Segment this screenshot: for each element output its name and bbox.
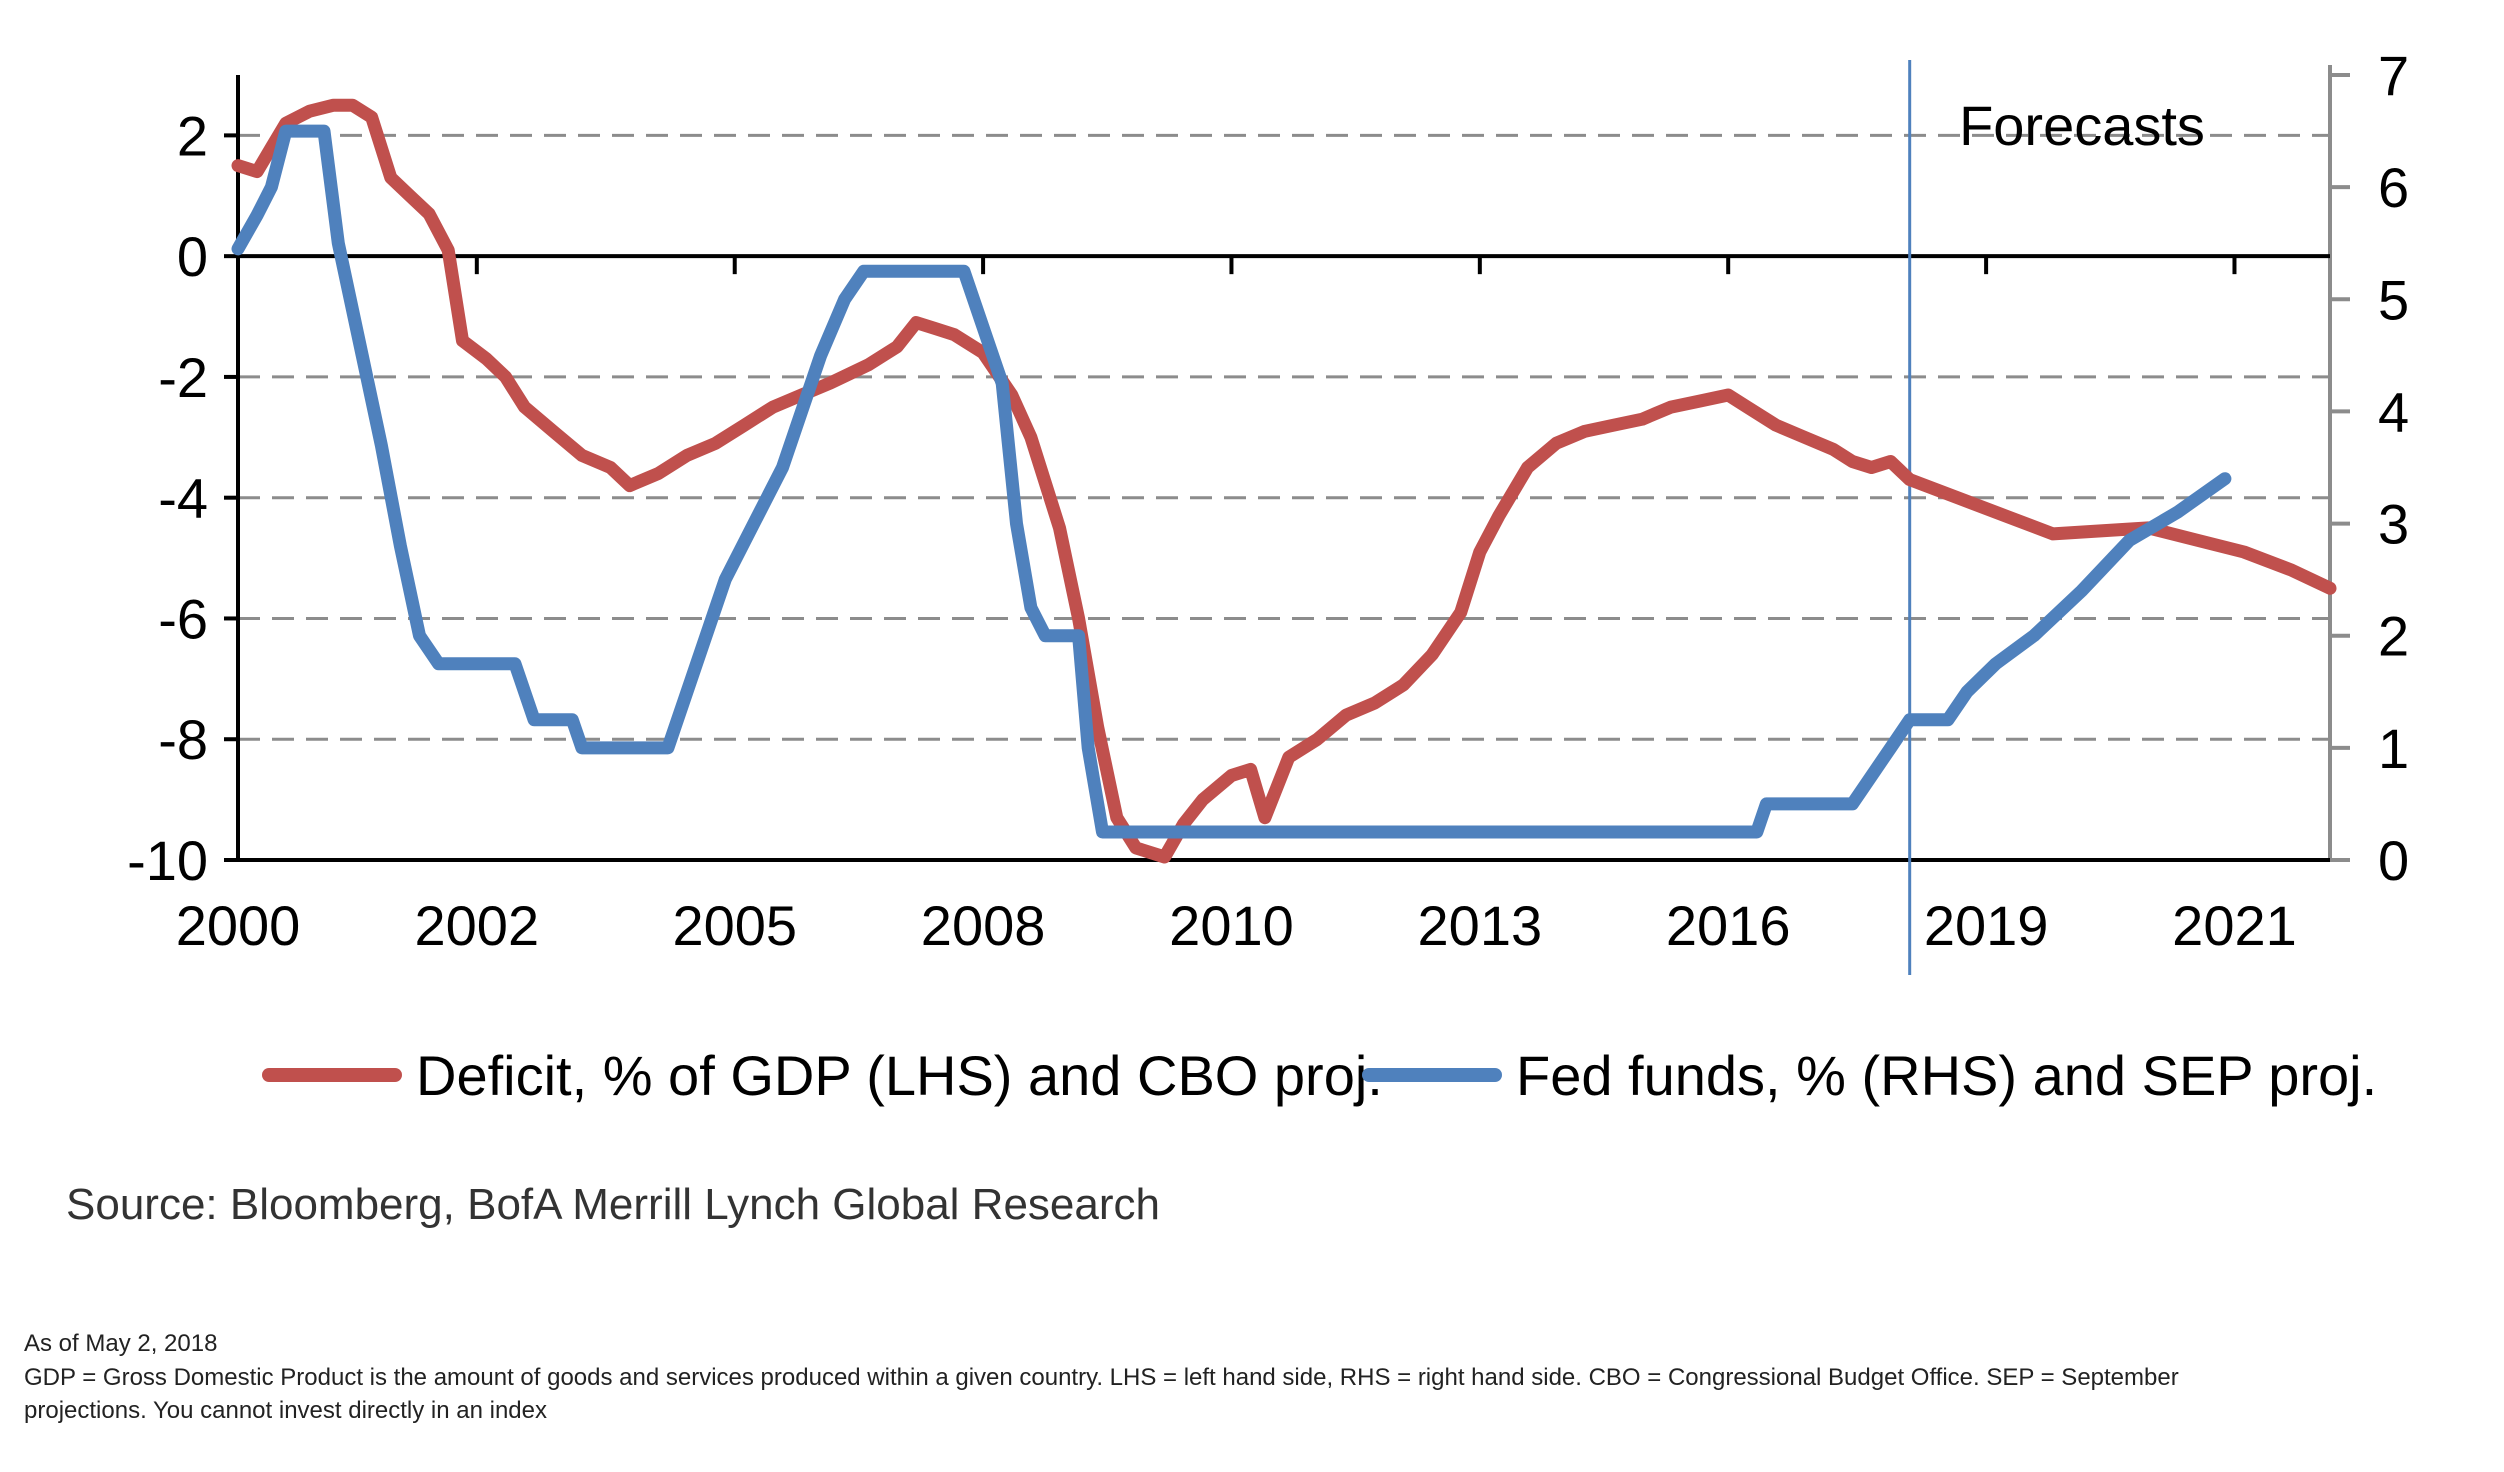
x-tick-label: 2019 xyxy=(1924,894,2049,957)
deficit-series-line xyxy=(231,98,2337,864)
legend-swatch-fed-funds xyxy=(1362,1068,1502,1082)
right-tick-label: 1 xyxy=(2378,717,2409,780)
legend-item-deficit: Deficit, % of GDP (LHS) and CBO proj. xyxy=(262,1030,1383,1120)
right-tick-label: 0 xyxy=(2378,829,2409,892)
right-tick-label: 7 xyxy=(2378,44,2409,107)
legend-item-fed-funds: Fed funds, % (RHS) and SEP proj. xyxy=(1362,1030,2377,1120)
x-tick-label: 2000 xyxy=(176,894,301,957)
x-tick-label: 2008 xyxy=(921,894,1046,957)
left-tick-label: -6 xyxy=(158,587,208,650)
left-tick-label: -4 xyxy=(158,467,208,530)
x-tick-label: 2016 xyxy=(1666,894,1791,957)
footnote-line-1: GDP = Gross Domestic Product is the amou… xyxy=(24,1364,2179,1391)
legend-label-deficit: Deficit, % of GDP (LHS) and CBO proj. xyxy=(416,1043,1383,1107)
left-tick-label: -8 xyxy=(158,708,208,771)
x-tick-label: 2010 xyxy=(1169,894,1294,957)
fed-funds-series-line xyxy=(231,124,2232,839)
legend-swatch-deficit xyxy=(262,1068,402,1082)
legend: Deficit, % of GDP (LHS) and CBO proj. Fe… xyxy=(0,1030,2504,1120)
series-layer xyxy=(231,98,2337,864)
legend-label-fed-funds: Fed funds, % (RHS) and SEP proj. xyxy=(1516,1043,2378,1107)
left-tick-label: 2 xyxy=(177,104,208,167)
right-tick-label: 6 xyxy=(2378,156,2409,219)
left-tick-label: 0 xyxy=(177,225,208,288)
x-tick-label: 2002 xyxy=(415,894,540,957)
footnote-line-2: projections. You cannot invest directly … xyxy=(24,1397,547,1424)
label-layer: 2 0 -2 -4 -6 -8 -10 7 6 5 4 3 2 1 0 2000 2002 2005 2008 201… xyxy=(127,44,2409,957)
grid-layer xyxy=(238,133,2330,741)
as-of-note: As of May 2, 2018 xyxy=(24,1330,218,1357)
left-tick-label: -10 xyxy=(127,829,208,892)
x-tick-label: 2005 xyxy=(672,894,797,957)
forecast-label: Forecasts xyxy=(1959,94,2205,157)
right-tick-label: 2 xyxy=(2378,605,2409,668)
right-tick-label: 5 xyxy=(2378,268,2409,331)
x-tick-label: 2021 xyxy=(2172,894,2297,957)
axes-layer xyxy=(224,60,2350,975)
x-tick-label: 2013 xyxy=(1418,894,1543,957)
right-tick-label: 3 xyxy=(2378,493,2409,556)
left-tick-label: -2 xyxy=(158,346,208,409)
chart: 2 0 -2 -4 -6 -8 -10 7 6 5 4 3 2 1 0 2000 2002 2005 2008 201… xyxy=(127,44,2409,975)
right-tick-label: 4 xyxy=(2378,380,2409,443)
source-note: Source: Bloomberg, BofA Merrill Lynch Gl… xyxy=(66,1180,1160,1229)
